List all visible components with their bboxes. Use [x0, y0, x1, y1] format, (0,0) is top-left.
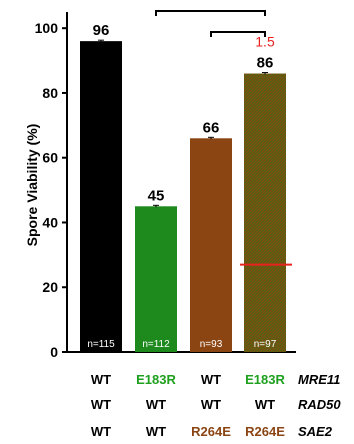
- bar: [244, 73, 286, 353]
- genotype-cell: E183R: [245, 372, 285, 387]
- value-label: 96: [93, 22, 110, 39]
- genotype-cell: WT: [255, 397, 275, 412]
- y-tick-label: 40: [42, 214, 58, 230]
- genotype-cell: E183R: [136, 372, 176, 387]
- gene-label: MRE11: [298, 372, 340, 387]
- y-axis-label: Spore Viability (%): [24, 124, 40, 247]
- genotype-cell: WT: [91, 397, 111, 412]
- genotype-cell: WT: [146, 424, 166, 439]
- genotype-cell: WT: [201, 372, 221, 387]
- genotype-cell: R264E: [245, 424, 285, 439]
- n-label: n=112: [142, 339, 170, 350]
- genotype-cell: WT: [146, 397, 166, 412]
- value-label: 66: [203, 119, 220, 136]
- bar: [190, 138, 232, 352]
- y-tick-label: 60: [42, 150, 58, 166]
- bar: [135, 206, 177, 352]
- overlays: 1.5: [155, 10, 292, 266]
- y-tick-label: 80: [42, 85, 58, 101]
- genotype-table: WT E183R WT E183R MRE11 WT WT WT WT RAD50 WT WT R264…: [91, 372, 342, 439]
- n-label: n=97: [254, 339, 277, 350]
- genotype-cell: R264E: [191, 424, 231, 439]
- genotype-cell: WT: [91, 424, 111, 439]
- genotype-cell: WT: [91, 372, 111, 387]
- bar: [80, 41, 122, 353]
- y-tick-label: 20: [42, 279, 58, 295]
- value-label: 45: [148, 187, 165, 204]
- gene-label: RAD50: [298, 397, 341, 412]
- y-tick-label: 100: [35, 20, 59, 36]
- y-tick-label: 0: [50, 344, 58, 360]
- significance-bracket: [210, 31, 266, 37]
- n-label: n=93: [200, 339, 223, 350]
- annotation-label: 1.5: [255, 34, 275, 50]
- gene-label: SAE2: [298, 424, 333, 439]
- bars: 96 n=115 45 n=112 66 n=93 86 n=97: [80, 22, 286, 353]
- value-label: 86: [257, 55, 274, 72]
- n-label: n=115: [87, 339, 115, 350]
- significance-bracket: [155, 10, 266, 16]
- genotype-cell: WT: [201, 397, 221, 412]
